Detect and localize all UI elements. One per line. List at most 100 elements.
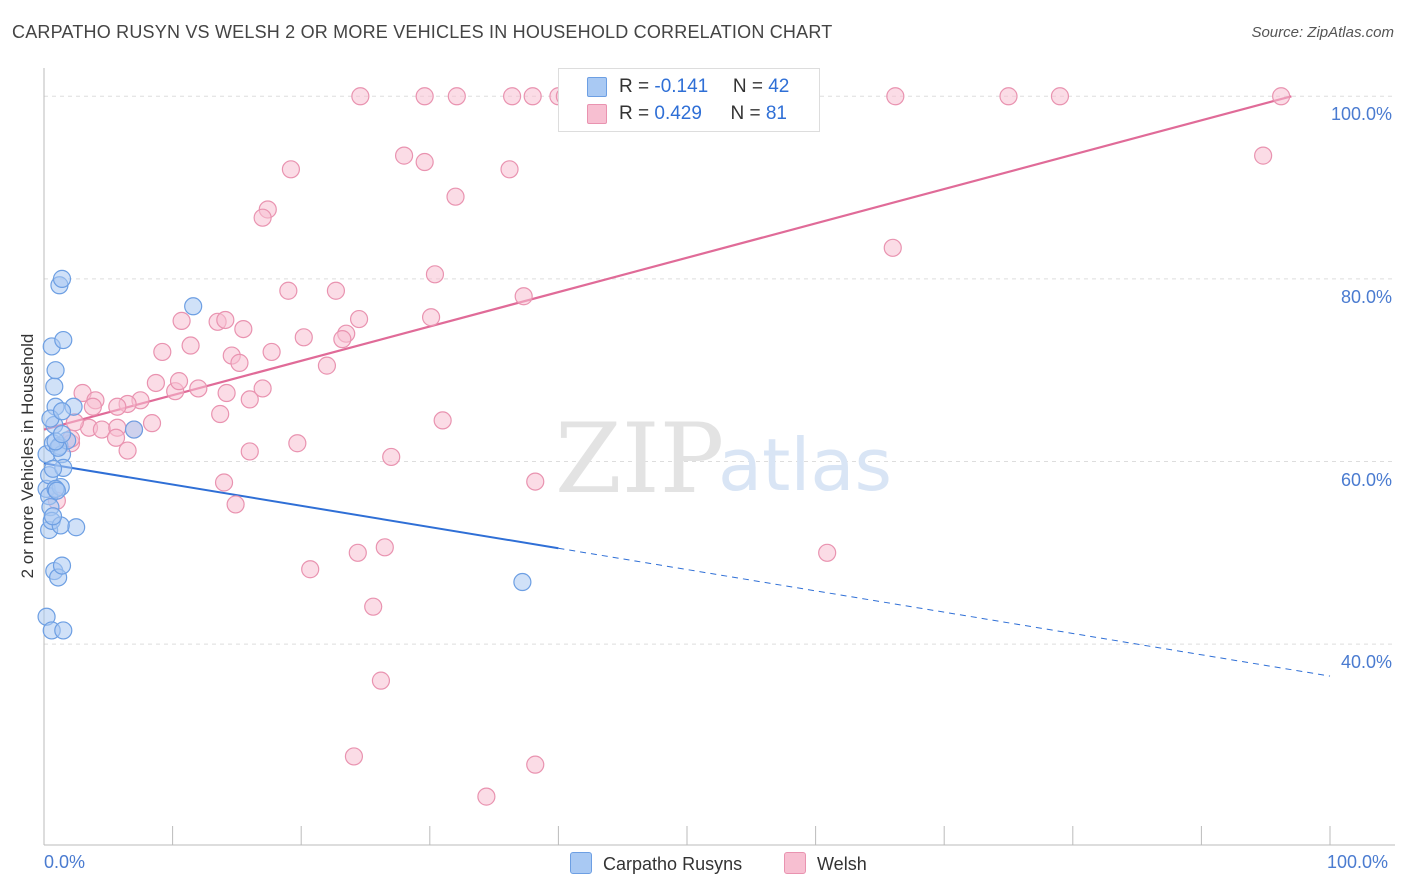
point-welsh [169, 372, 189, 391]
point-welsh [172, 311, 191, 330]
point-welsh [415, 152, 434, 172]
point-welsh [344, 747, 364, 766]
point-carpatho [43, 459, 63, 478]
point-welsh [142, 414, 162, 433]
y-tick-label: 40.0% [1340, 652, 1392, 673]
point-carpatho [184, 297, 203, 316]
point-welsh [886, 87, 905, 106]
point-welsh [211, 404, 230, 424]
point-welsh [216, 310, 235, 330]
point-carpatho [47, 481, 66, 500]
point-welsh [883, 238, 902, 257]
point-welsh [288, 434, 307, 453]
point-welsh [433, 411, 452, 430]
point-welsh [234, 320, 253, 339]
legend-row-welsh: R = 0.429 N = 81 [619, 103, 787, 125]
point-welsh [1050, 87, 1070, 106]
watermark-zip: ZIP [555, 403, 724, 515]
point-welsh [118, 441, 137, 460]
point-welsh [446, 187, 465, 206]
point-welsh [326, 281, 346, 300]
point-welsh [240, 442, 259, 461]
y-axis-label: 2 or more Vehicles in Household [18, 333, 37, 579]
chart-title: CARPATHO RUSYN VS WELSH 2 OR MORE VEHICL… [12, 22, 833, 42]
point-welsh [226, 495, 245, 514]
point-welsh [382, 447, 401, 467]
bottom-legend-label: Welsh [817, 854, 867, 874]
point-welsh [425, 265, 445, 284]
legend-r-label: R = [619, 103, 655, 124]
point-welsh [106, 428, 126, 447]
point-welsh [477, 787, 496, 806]
legend-swatch-blue [587, 77, 607, 97]
legend-n-label: N = [732, 76, 769, 97]
point-carpatho [43, 507, 63, 526]
point-welsh [364, 597, 383, 616]
point-welsh [240, 390, 259, 409]
point-welsh [317, 356, 337, 375]
point-welsh [375, 538, 394, 557]
watermark-atlas: atlas [718, 423, 892, 507]
point-welsh [526, 755, 545, 774]
point-welsh [349, 309, 369, 329]
trend-line-welsh [43, 95, 1292, 431]
point-welsh [394, 146, 414, 165]
y-tick-label: 80.0% [1340, 286, 1392, 307]
x-tick-label-right: 100.0% [1327, 852, 1389, 872]
point-carpatho [52, 269, 72, 288]
point-welsh [217, 383, 236, 403]
point-welsh [415, 87, 434, 106]
point-welsh [500, 160, 519, 179]
point-welsh [146, 373, 165, 393]
trend-line-carpatho-extrapolated [558, 547, 1331, 677]
x-tick-label-left: 0.0% [44, 852, 86, 872]
point-welsh [421, 308, 441, 327]
point-welsh [447, 87, 466, 106]
point-welsh [999, 87, 1018, 106]
point-welsh [253, 208, 272, 227]
point-carpatho [54, 621, 73, 640]
point-welsh [1254, 146, 1273, 165]
point-welsh [351, 87, 370, 106]
point-welsh [281, 160, 301, 179]
gridlines [44, 95, 1395, 645]
legend-n-label: N = [730, 103, 766, 124]
point-welsh [301, 560, 320, 579]
bottom-legend-label: Carpatho Rusyns [603, 854, 743, 874]
legend-n-value: 81 [765, 103, 787, 124]
point-welsh [371, 671, 391, 690]
trend-lines [43, 95, 1331, 677]
point-welsh [181, 336, 200, 355]
point-welsh [83, 397, 102, 416]
data-points [37, 87, 1291, 806]
y-tick-label: 60.0% [1340, 469, 1392, 490]
point-carpatho [45, 377, 64, 396]
point-welsh [253, 379, 272, 398]
point-welsh [333, 330, 352, 349]
point-carpatho [52, 402, 72, 421]
source-credit: Source: ZipAtlas.com [1251, 24, 1394, 41]
point-carpatho [46, 361, 65, 380]
point-welsh [526, 472, 545, 491]
legend-r-value: -0.141 [654, 76, 709, 97]
legend-row-carpatho: R = -0.141 N = 42 [619, 76, 789, 98]
point-carpatho [67, 518, 86, 537]
bottom-legend-carpatho: Carpatho Rusyns [570, 852, 742, 875]
point-welsh [108, 397, 127, 416]
legend-r-label: R = [619, 76, 655, 97]
bottom-legend-swatch-pink [784, 852, 806, 874]
point-welsh [503, 87, 522, 106]
point-carpatho [52, 425, 72, 444]
bottom-legend-welsh: Welsh [784, 852, 867, 875]
trend-line-carpatho [43, 462, 559, 550]
point-welsh [153, 342, 172, 362]
point-carpatho [54, 330, 73, 350]
point-carpatho [513, 572, 532, 592]
legend-swatch-pink [587, 104, 607, 124]
point-welsh [514, 287, 533, 306]
point-welsh [189, 379, 208, 398]
point-welsh [818, 543, 837, 562]
point-carpatho [52, 556, 72, 575]
